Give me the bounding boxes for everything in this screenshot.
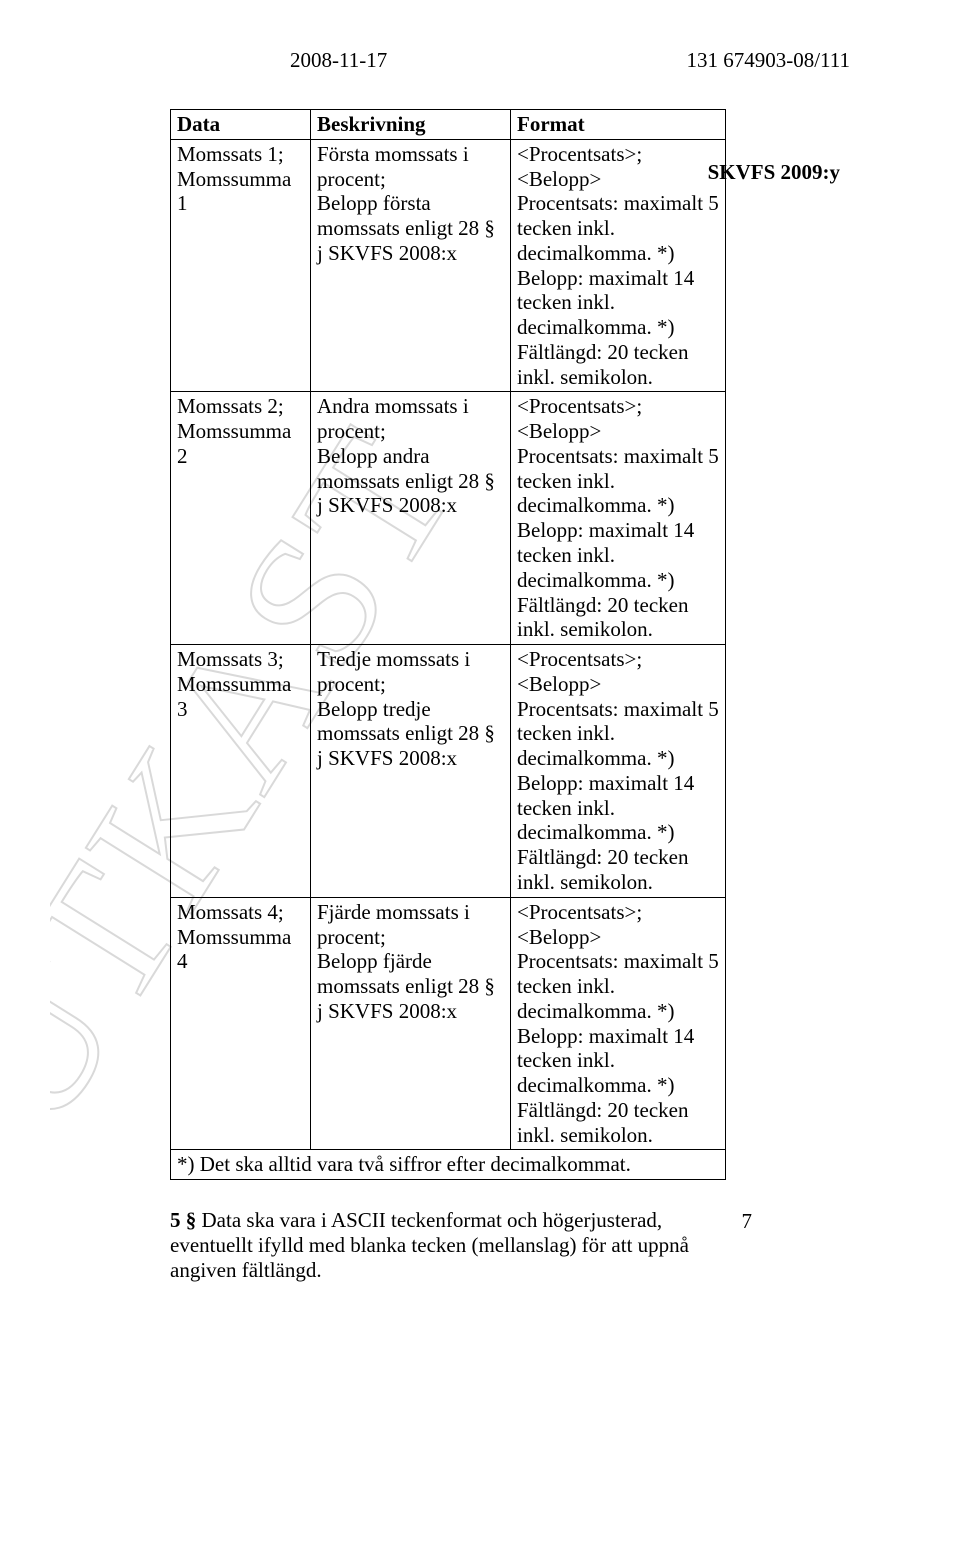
header-date: 2008-11-17	[290, 48, 387, 73]
table-footnote: *) Det ska alltid vara två siffror efter…	[171, 1150, 726, 1180]
table-footnote-row: *) Det ska alltid vara två siffror efter…	[171, 1150, 726, 1180]
table-cell: Första momssats i procent;Belopp första …	[311, 139, 511, 392]
table-cell: Momssats 4; Momssumma 4	[171, 897, 311, 1150]
table-cell: <Procentsats>;<Belopp>Procentsats: maxim…	[511, 139, 726, 392]
col-header-data: Data	[171, 110, 311, 140]
table-row: Momssats 3; Momssumma 3Tredje momssats i…	[171, 645, 726, 898]
table-cell: Andra momssats i procent;Belopp andra mo…	[311, 392, 511, 645]
table-cell: <Procentsats>;<Belopp>Procentsats: maxim…	[511, 897, 726, 1150]
table-row: Momssats 1; Momssumma 1Första momssats i…	[171, 139, 726, 392]
page-header: 2008-11-17 131 674903-08/111	[170, 48, 860, 73]
table-cell: Momssats 3; Momssumma 3	[171, 645, 311, 898]
col-header-format: Format	[511, 110, 726, 140]
table-cell: Momssats 2; Momssumma 2	[171, 392, 311, 645]
table-header-row: Data Beskrivning Format	[171, 110, 726, 140]
col-header-beskrivning: Beskrivning	[311, 110, 511, 140]
data-table: Data Beskrivning Format Momssats 1; Moms…	[170, 109, 726, 1180]
document-series-label: SKVFS 2009:y	[708, 160, 840, 185]
table-cell: Fjärde momssats i procent;Belopp fjärde …	[311, 897, 511, 1150]
section-paragraph: 5 § Data ska vara i ASCII teckenformat o…	[170, 1208, 725, 1282]
section-number: 5 §	[170, 1208, 196, 1232]
section-text: Data ska vara i ASCII teckenformat och h…	[170, 1208, 689, 1282]
page-number: 7	[742, 1209, 753, 1234]
table-cell: Momssats 1; Momssumma 1	[171, 139, 311, 392]
table-cell: <Procentsats>;<Belopp>Procentsats: maxim…	[511, 392, 726, 645]
table-cell: Tredje momssats i procent;Belopp tredje …	[311, 645, 511, 898]
table-cell: <Procentsats>;<Belopp>Procentsats: maxim…	[511, 645, 726, 898]
table-row: Momssats 2; Momssumma 2Andra momssats i …	[171, 392, 726, 645]
header-ref: 131 674903-08/111	[686, 48, 850, 73]
table-row: Momssats 4; Momssumma 4Fjärde momssats i…	[171, 897, 726, 1150]
